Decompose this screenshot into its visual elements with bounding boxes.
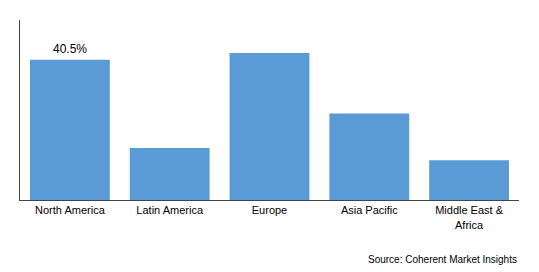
svg-text:Europe: Europe xyxy=(252,204,287,216)
svg-text:Asia Pacific: Asia Pacific xyxy=(341,204,398,216)
svg-text:North America: North America xyxy=(35,204,106,216)
svg-text:Source: Coherent Market Insigh: Source: Coherent Market Insights xyxy=(368,254,517,265)
svg-text:40.5%: 40.5% xyxy=(53,42,87,56)
svg-text:Middle East &Africa: Middle East &Africa xyxy=(435,204,504,230)
svg-text:Latin America: Latin America xyxy=(136,204,204,216)
